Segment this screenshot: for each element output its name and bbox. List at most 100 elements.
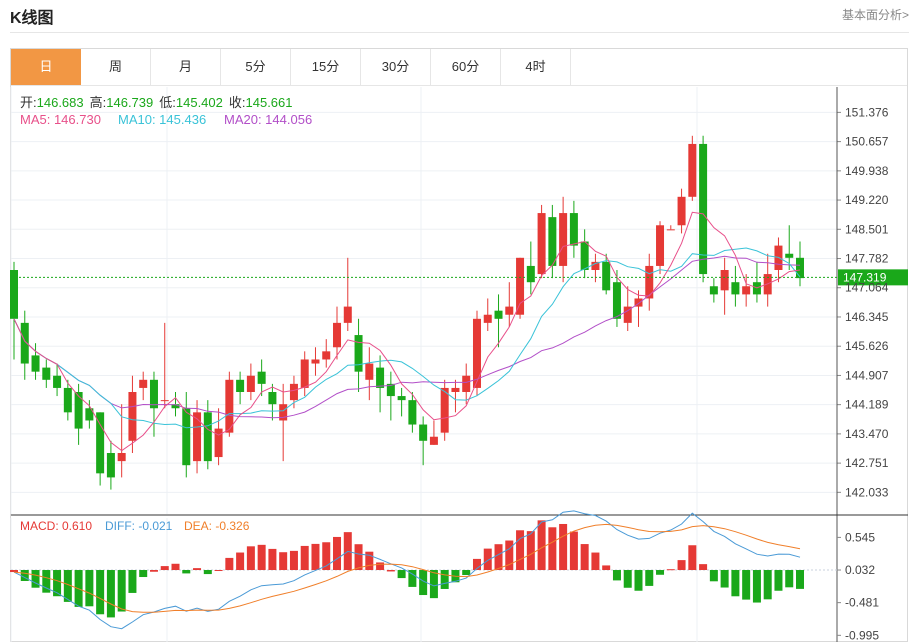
close-label: 收: (229, 95, 246, 110)
candle-body (494, 310, 503, 319)
candle-body (720, 270, 729, 291)
candle-body (419, 424, 428, 441)
macd-bar (688, 545, 697, 571)
fundamentals-link[interactable]: 基本面分析> (841, 8, 909, 22)
macd-bar (666, 569, 675, 571)
candle-body (246, 375, 255, 392)
macd-bar (182, 570, 191, 574)
candle-body (559, 213, 568, 266)
macd-bar (397, 570, 406, 579)
candle-body (591, 261, 600, 270)
candle-body (225, 379, 234, 433)
ma5-line (13, 211, 801, 452)
macd-bar (516, 530, 525, 571)
candle-body (171, 404, 180, 409)
macd-bar (214, 570, 223, 572)
macd-bar (429, 570, 438, 599)
low-value: 145.402 (176, 95, 223, 110)
tab-3[interactable]: 5分 (221, 49, 291, 85)
candle-body (688, 143, 697, 197)
candle-body (106, 453, 115, 478)
macd-bar (365, 551, 374, 571)
macd-bar (96, 570, 105, 615)
macd-bar (591, 552, 600, 571)
tab-0[interactable]: 日 (11, 49, 81, 85)
macd-bar (656, 570, 665, 575)
tab-6[interactable]: 60分 (431, 49, 501, 85)
macd-bar (408, 570, 417, 587)
tab-1[interactable]: 周 (81, 49, 151, 85)
candle-body (709, 286, 718, 295)
candle-body (182, 408, 191, 466)
candle-body (85, 408, 94, 421)
y-tick-label: 147.064 (845, 281, 889, 295)
candle-body (365, 363, 374, 380)
candle-body (742, 286, 751, 295)
candle-body (289, 383, 298, 401)
tab-2[interactable]: 月 (151, 49, 221, 85)
macd-value: MACD: 0.610 (20, 519, 92, 533)
open-value: 146.683 (37, 95, 84, 110)
tab-5[interactable]: 30分 (361, 49, 431, 85)
candle-body (505, 306, 514, 315)
macd-bar (796, 570, 804, 589)
candle-body (516, 257, 525, 315)
macd-y-tick-label: -0.995 (845, 628, 879, 642)
candle-body (300, 359, 309, 388)
close-value: 145.661 (246, 95, 293, 110)
candle-body (279, 404, 288, 421)
macd-bar (376, 562, 385, 571)
header-divider (10, 32, 909, 33)
y-tick-label: 144.189 (845, 398, 889, 412)
page-title: K线图 (10, 10, 54, 27)
dea-line (13, 523, 801, 613)
y-tick-label: 147.782 (845, 252, 889, 266)
candle-body (117, 453, 126, 462)
macd-bar (483, 548, 492, 571)
candle-body (139, 379, 148, 388)
macd-bar (569, 531, 578, 571)
tab-4[interactable]: 15分 (291, 49, 361, 85)
y-tick-label: 144.907 (845, 368, 889, 382)
macd-bar (171, 563, 180, 571)
macd-bar (699, 564, 708, 571)
macd-bar (440, 570, 449, 589)
candle-body (602, 261, 611, 291)
macd-bar (526, 531, 535, 571)
candle-body (42, 367, 51, 380)
candle-body (31, 355, 40, 372)
macd-bar (677, 560, 686, 571)
macd-bar (139, 570, 148, 578)
candle-body (10, 270, 18, 319)
candle-body (160, 400, 169, 402)
candle-body (386, 383, 395, 397)
macd-bar (10, 570, 18, 573)
candle-body (472, 318, 481, 388)
candle-body (408, 400, 417, 425)
macd-bar (311, 543, 320, 571)
tab-7[interactable]: 4时 (501, 49, 571, 85)
macd-bar (117, 570, 126, 612)
candle-body (397, 396, 406, 401)
ma10-line (13, 247, 801, 429)
macd-bar (742, 570, 751, 600)
candle-body (483, 314, 492, 323)
macd-bar (225, 557, 234, 571)
ma20-line (13, 255, 801, 419)
macd-bar (752, 570, 761, 603)
dea-value: DEA: -0.326 (184, 519, 250, 533)
macd-bar (31, 570, 40, 588)
macd-bar (42, 570, 51, 593)
macd-bar (246, 546, 255, 571)
candle-body (257, 371, 266, 384)
macd-bar (193, 568, 202, 571)
candle-body (451, 387, 460, 392)
macd-bar (462, 570, 471, 576)
candle-body (128, 392, 137, 441)
macd-bar (580, 544, 589, 571)
y-tick-label: 145.626 (845, 339, 889, 353)
macd-bar (20, 570, 29, 581)
current-price-badge (838, 269, 908, 286)
macd-bar (85, 570, 94, 607)
macd-bar (354, 544, 363, 571)
